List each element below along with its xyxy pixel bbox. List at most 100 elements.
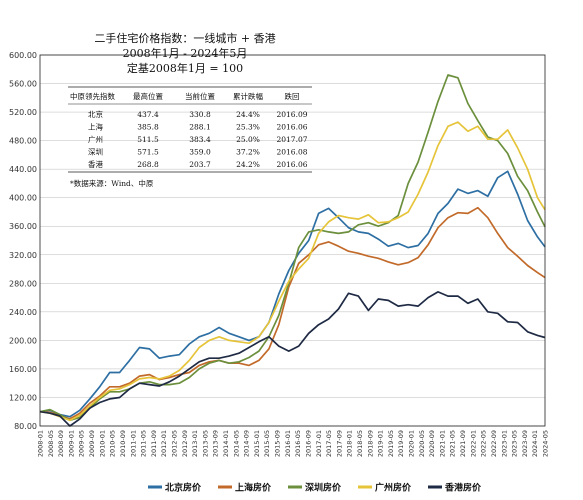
- x-tick-label: 2008-05: [47, 430, 55, 457]
- x-tick-label: 2008-09: [57, 430, 65, 457]
- x-tick-label: 2010-05: [109, 430, 117, 457]
- legend-label: 广州房价: [375, 482, 412, 494]
- x-tick-label: 2023-05: [511, 430, 519, 457]
- table-cell: 25.0%: [236, 135, 260, 144]
- x-tick-label: 2009-09: [88, 430, 96, 457]
- x-tick-label: 2018-05: [356, 430, 364, 457]
- x-tick-label: 2015-01: [253, 430, 261, 457]
- legend-label: 北京房价: [165, 482, 202, 494]
- x-tick-label: 2008-01: [37, 430, 45, 457]
- legend-label: 香港房价: [444, 482, 482, 494]
- table-cell: 深圳: [88, 147, 103, 157]
- table-cell: 25.3%: [236, 123, 260, 132]
- x-tick-label: 2014-09: [243, 430, 251, 457]
- table-cell: 2016.08: [276, 148, 307, 157]
- table-cell: 511.5: [137, 135, 159, 144]
- x-tick-label: 2024-05: [541, 430, 549, 457]
- x-tick-label: 2013-09: [212, 430, 220, 457]
- y-tick-label: 80.00: [14, 422, 37, 431]
- table-header-cell: 最高位置: [133, 91, 163, 101]
- x-tick-label: 2018-09: [366, 430, 374, 457]
- table-cell: 330.8: [189, 110, 211, 119]
- table-cell: 广州: [88, 134, 103, 144]
- table-cell: 268.8: [137, 160, 159, 169]
- table-header-cell: 中原领先指数: [70, 91, 115, 101]
- table-cell: 24.4%: [236, 110, 260, 119]
- x-tick-label: 2014-01: [222, 430, 230, 457]
- watermark: 知乎 @还是地那个江湖: [395, 470, 519, 485]
- info-panel: 二手住宅价格指数：一线城市 + 香港 2008年1月 - 2024年5月 定基2…: [68, 31, 312, 188]
- table-cell: 2016.06: [276, 123, 307, 132]
- x-tick-label: 2021-01: [438, 430, 446, 457]
- table-cell: 359.0: [189, 148, 211, 157]
- legend: 北京房价 上海房价 深圳房价 广州房价 香港房价: [148, 482, 482, 494]
- table-header-cell: 跌回: [285, 91, 300, 101]
- series-line-5: [39, 291, 546, 427]
- table-header: 中原领先指数 最高位置 当前位置 累计跌幅 跌回: [70, 91, 300, 101]
- x-tick-label: 2019-09: [397, 430, 405, 457]
- table-body: 北京 437.4 330.8 24.4% 2016.09 上海 385.8 288.1 25.3…: [88, 109, 308, 169]
- x-tick-label: 2011-05: [140, 430, 148, 457]
- table-header-cell: 累计跌幅: [233, 91, 263, 101]
- x-tick-label: 2021-09: [459, 430, 467, 457]
- x-tick-label: 2024-01: [531, 430, 539, 457]
- table-cell: 2016.06: [276, 160, 307, 169]
- x-tick-label: 2022-05: [480, 430, 488, 457]
- x-tick-label: 2011-09: [150, 430, 158, 457]
- x-tick-label: 2010-09: [119, 430, 127, 457]
- y-tick-labels: 80.00 120.00 160.00 200.00 240.00 280.00 320.0…: [9, 51, 37, 431]
- legend-label: 深圳房价: [305, 482, 342, 494]
- legend-label: 上海房价: [235, 482, 272, 494]
- x-tick-label: 2015-09: [274, 430, 282, 457]
- series-line-4: [39, 121, 546, 422]
- plot-frame: [39, 54, 546, 427]
- y-tick-label: 160.00: [9, 365, 37, 374]
- x-tick-label: 2019-05: [387, 430, 395, 457]
- y-tick-label: 560.00: [9, 80, 37, 89]
- table-cell: 288.1: [189, 123, 210, 132]
- series-line-2: [39, 206, 546, 420]
- x-tick-label: 2021-05: [449, 430, 457, 457]
- x-tick-label: 2017-05: [325, 430, 333, 457]
- table-cell: 571.5: [137, 148, 159, 157]
- x-tick-labels: 2008-01 2008-05 2008-09 2009-01 2009-05 2009-…: [37, 430, 550, 457]
- table-cell: 2017.07: [276, 135, 307, 144]
- x-tick-label: 2023-01: [500, 430, 508, 457]
- table-cell: 24.2%: [236, 160, 260, 169]
- x-tick-label: 2016-05: [294, 430, 302, 457]
- x-tick-label: 2010-01: [98, 430, 106, 457]
- x-tick-label: 2019-01: [377, 430, 385, 457]
- series-lines: [39, 74, 546, 427]
- table-cell: 37.2%: [236, 148, 260, 157]
- x-tick-label: 2015-05: [263, 430, 271, 457]
- series-line-3: [39, 74, 546, 422]
- table-cell: 香港: [88, 159, 103, 169]
- chart-base-note: 定基2008年1月 = 100: [127, 61, 243, 75]
- y-tick-label: 280.00: [9, 279, 37, 288]
- x-tick-label: 2022-01: [469, 430, 477, 457]
- x-tick-label: 2017-01: [315, 430, 323, 457]
- table-cell: 385.8: [137, 123, 159, 132]
- table-cell: 203.7: [189, 160, 211, 169]
- table-cell: 2016.09: [276, 110, 307, 119]
- x-tick-label: 2013-01: [191, 430, 199, 457]
- data-source-note: *数据来源：Wind、中原: [70, 178, 154, 188]
- table-header-cell: 当前位置: [185, 91, 215, 101]
- table-cell: 383.4: [189, 135, 211, 144]
- x-tick-label: 2016-01: [284, 430, 292, 457]
- y-tick-label: 480.00: [9, 137, 37, 146]
- y-tick-label: 400.00: [9, 194, 37, 203]
- x-tick-label: 2022-09: [490, 430, 498, 457]
- x-tick-label: 2013-05: [201, 430, 209, 457]
- x-tick-label: 2016-09: [304, 430, 312, 457]
- x-tick-label: 2023-09: [521, 430, 529, 457]
- chart-subtitle: 2008年1月 - 2024年5月: [123, 46, 248, 60]
- chart-title: 二手住宅价格指数：一线城市 + 香港: [94, 31, 275, 45]
- y-tick-label: 360.00: [9, 222, 37, 231]
- y-tick-label: 120.00: [9, 393, 37, 402]
- x-tick-label: 2012-09: [181, 430, 189, 457]
- x-tick-label: 2020-09: [428, 430, 436, 457]
- x-tick-label: 2020-05: [418, 430, 426, 457]
- x-tick-label: 2011-01: [129, 430, 137, 457]
